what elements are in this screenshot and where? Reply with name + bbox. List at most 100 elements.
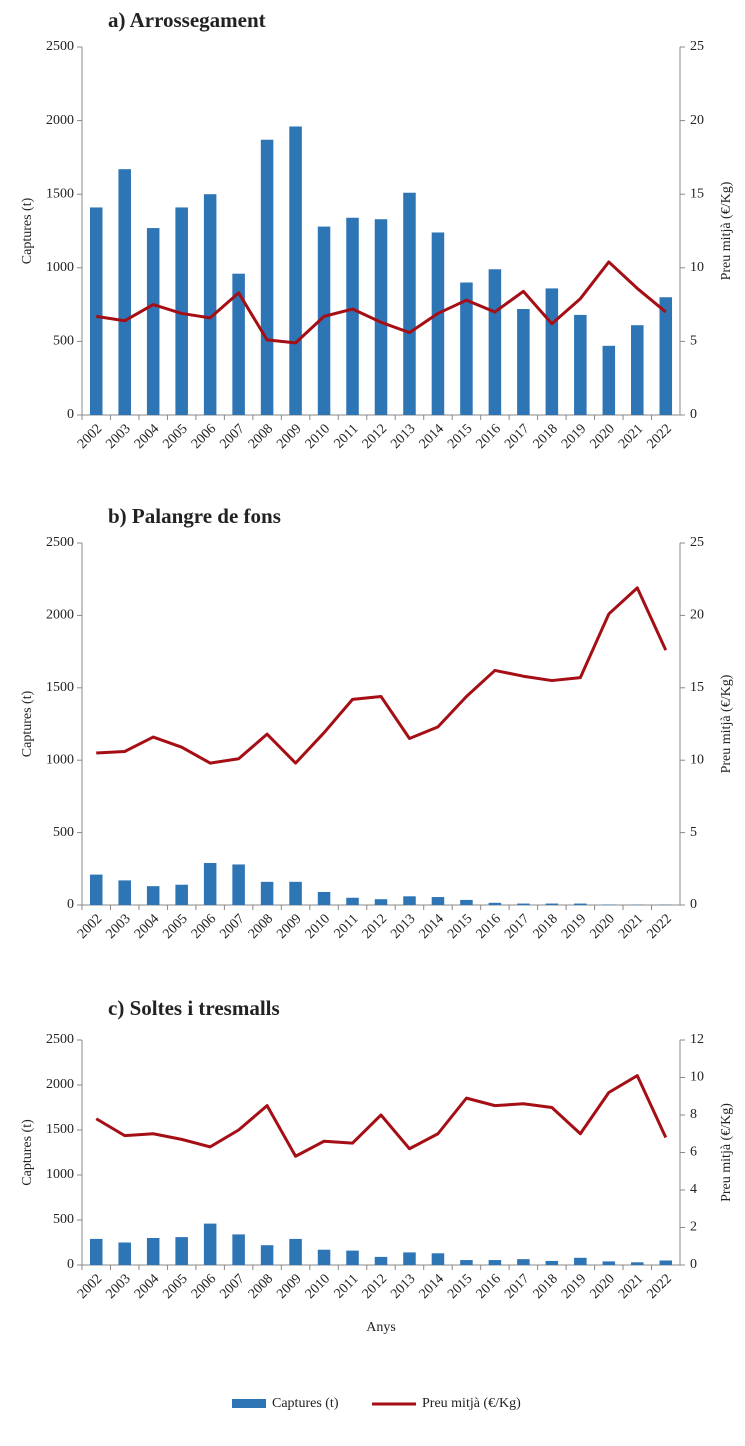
x-tick-label: 2003 — [103, 911, 133, 941]
bar — [631, 325, 644, 415]
bar — [346, 897, 359, 905]
x-tick-label: 2015 — [445, 421, 475, 451]
x-tick-label: 2007 — [217, 1271, 247, 1301]
bar — [545, 1260, 559, 1265]
bar — [545, 903, 559, 905]
price-line — [96, 260, 667, 345]
bar — [574, 314, 587, 415]
y2-tick-label: 10 — [690, 1070, 704, 1085]
x-tick-label: 2014 — [417, 911, 447, 941]
chart-title: a) Arrossegament — [108, 8, 266, 32]
bar — [175, 884, 188, 905]
x-tick-label: 2004 — [132, 1271, 162, 1301]
y-tick-label: 2000 — [46, 113, 74, 128]
bar — [175, 207, 188, 415]
x-tick-label: 2018 — [531, 911, 561, 941]
x-tick-label: 2015 — [445, 911, 475, 941]
bar — [317, 891, 331, 905]
bar — [403, 1252, 416, 1265]
x-tick-label: 2016 — [474, 421, 504, 451]
y2-tick-label: 8 — [690, 1107, 697, 1122]
y-tick-label: 2000 — [46, 608, 74, 623]
x-tick-label: 2005 — [160, 421, 190, 451]
x-tick-label: 2017 — [502, 911, 532, 941]
x-tick-label: 2012 — [360, 421, 390, 451]
x-tick-label: 2021 — [616, 1271, 646, 1301]
bar — [203, 194, 217, 415]
bar — [289, 1238, 302, 1265]
bar — [488, 269, 502, 415]
y2-tick-label: 2 — [690, 1220, 697, 1235]
x-tick-label: 2021 — [616, 421, 646, 451]
x-tick-label: 2009 — [274, 1271, 304, 1301]
y-tick-label: 1000 — [46, 752, 74, 767]
bar — [146, 1238, 160, 1265]
bar — [374, 1256, 388, 1265]
x-tick-label: 2012 — [360, 1271, 390, 1301]
y2-tick-label: 12 — [690, 1032, 704, 1047]
x-tick-label: 2009 — [274, 421, 304, 451]
y-tick-label: 500 — [53, 334, 74, 349]
bar — [460, 899, 473, 905]
y-tick-label: 1500 — [46, 1122, 74, 1137]
y-tick-label: 2000 — [46, 1077, 74, 1092]
y-tick-label: 1500 — [46, 680, 74, 695]
y2-tick-label: 10 — [690, 260, 704, 275]
x-tick-label: 2017 — [502, 421, 532, 451]
x-tick-label: 2022 — [644, 911, 674, 941]
x-tick-label: 2007 — [217, 911, 247, 941]
x-tick-label: 2016 — [474, 911, 504, 941]
x-tick-label: 2019 — [559, 1271, 589, 1301]
bar — [289, 881, 302, 905]
x-tick-label: 2019 — [559, 911, 589, 941]
x-tick-label: 2004 — [132, 911, 162, 941]
bar — [203, 1223, 217, 1265]
x-tick-label: 2009 — [274, 911, 304, 941]
bar — [517, 1259, 530, 1265]
bar — [232, 1234, 245, 1265]
x-tick-label: 2022 — [644, 1271, 674, 1301]
y-tick-label: 1000 — [46, 260, 74, 275]
x-tick-label: 2019 — [559, 421, 589, 451]
y-tick-label: 0 — [67, 407, 74, 422]
bar — [488, 902, 502, 905]
y2-tick-label: 6 — [690, 1145, 697, 1160]
bar — [89, 874, 103, 905]
x-tick-label: 2016 — [474, 1271, 504, 1301]
y2-tick-label: 5 — [690, 825, 697, 840]
x-tick-label: 2011 — [332, 911, 362, 941]
bar — [431, 232, 445, 415]
y-axis-label: Captures (t) — [20, 1119, 35, 1186]
x-tick-label: 2013 — [388, 421, 418, 451]
bar — [146, 886, 160, 905]
x-tick-label: 2006 — [189, 1271, 219, 1301]
y2-tick-label: 20 — [690, 608, 704, 623]
x-tick-label: 2018 — [531, 1271, 561, 1301]
x-tick-label: 2020 — [588, 1271, 618, 1301]
bar — [146, 228, 160, 415]
x-tick-label: 2002 — [75, 911, 105, 941]
y2-tick-label: 15 — [690, 680, 704, 695]
x-tick-label: 2002 — [75, 421, 105, 451]
bar — [118, 880, 131, 905]
bar — [431, 897, 445, 905]
x-tick-label: 2010 — [303, 1271, 333, 1301]
bar — [488, 1260, 502, 1265]
x-tick-label: 2011 — [332, 1271, 362, 1301]
y2-tick-label: 4 — [690, 1182, 697, 1197]
y2-tick-label: 0 — [690, 407, 697, 422]
legend-swatch — [232, 1399, 266, 1408]
x-tick-label: 2004 — [132, 421, 162, 451]
x-tick-label: 2018 — [531, 421, 561, 451]
x-tick-label: 2014 — [417, 421, 447, 451]
y2-axis-label: Preu mitjà (€/Kg) — [719, 1103, 734, 1202]
bar — [403, 192, 416, 415]
bar — [260, 1245, 274, 1265]
y-tick-label: 1500 — [46, 186, 74, 201]
x-tick-label: 2013 — [388, 911, 418, 941]
y2-tick-label: 20 — [690, 113, 704, 128]
bar — [631, 1262, 644, 1265]
bar — [403, 896, 416, 905]
bar — [517, 903, 530, 905]
